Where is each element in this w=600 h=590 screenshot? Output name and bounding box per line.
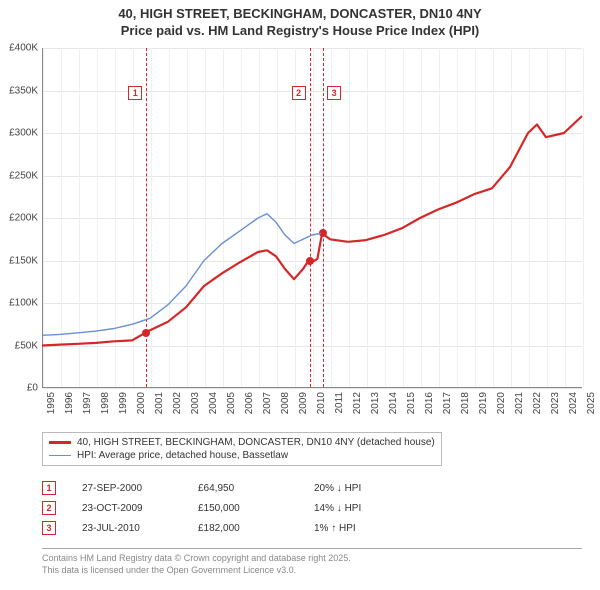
chart-lines-svg	[42, 48, 582, 388]
x-axis-tick-label: 2025	[586, 392, 597, 414]
x-axis-tick-label: 2001	[154, 392, 165, 414]
x-axis-tick-label: 2008	[280, 392, 291, 414]
event-badge: 1	[42, 481, 56, 495]
x-axis-tick-label: 2021	[514, 392, 525, 414]
x-axis-tick-label: 2007	[262, 392, 273, 414]
event-date: 23-JUL-2010	[82, 523, 172, 534]
x-axis-tick-label: 1996	[64, 392, 75, 414]
x-axis-tick-label: 2019	[478, 392, 489, 414]
gridline-horizontal	[43, 388, 582, 389]
x-axis-tick-label: 2020	[496, 392, 507, 414]
x-axis-tick-label: 2011	[334, 392, 345, 414]
x-axis-tick-label: 1997	[82, 392, 93, 414]
title-line1: 40, HIGH STREET, BECKINGHAM, DONCASTER, …	[0, 6, 600, 23]
x-axis-tick-label: 2018	[460, 392, 471, 414]
event-delta: 20% ↓ HPI	[314, 483, 394, 494]
y-axis-tick-label: £50K	[15, 340, 38, 351]
event-date: 27-SEP-2000	[82, 483, 172, 494]
events-table: 1 27-SEP-2000 £64,950 20% ↓ HPI 2 23-OCT-2009…	[42, 478, 394, 538]
event-price: £64,950	[198, 483, 288, 494]
x-axis-tick-label: 2000	[136, 392, 147, 414]
legend-box: 40, HIGH STREET, BECKINGHAM, DONCASTER, …	[42, 432, 442, 466]
x-axis-tick-label: 2022	[532, 392, 543, 414]
x-axis-tick-label: 2003	[190, 392, 201, 414]
y-axis-tick-label: £300K	[9, 128, 38, 139]
legend-item: 40, HIGH STREET, BECKINGHAM, DONCASTER, …	[49, 436, 435, 449]
event-price: £150,000	[198, 503, 288, 514]
y-axis-tick-label: £400K	[9, 43, 38, 54]
x-axis-tick-label: 1999	[118, 392, 129, 414]
x-axis-tick-label: 2012	[352, 392, 363, 414]
x-axis-tick-label: 2016	[424, 392, 435, 414]
series-line-hpi	[42, 214, 321, 335]
event-table-row: 3 23-JUL-2010 £182,000 1% ↑ HPI	[42, 518, 394, 538]
title-line2: Price paid vs. HM Land Registry's House …	[0, 23, 600, 40]
x-axis-tick-label: 1998	[100, 392, 111, 414]
event-price: £182,000	[198, 523, 288, 534]
chart-plot-area: 123	[42, 48, 582, 388]
event-table-row: 2 23-OCT-2009 £150,000 14% ↓ HPI	[42, 498, 394, 518]
event-badge: 3	[42, 521, 56, 535]
x-axis-tick-label: 2005	[226, 392, 237, 414]
attribution-text: Contains HM Land Registry data © Crown c…	[42, 548, 582, 576]
legend-label: 40, HIGH STREET, BECKINGHAM, DONCASTER, …	[77, 437, 435, 448]
y-axis-tick-label: £350K	[9, 85, 38, 96]
x-axis-tick-label: 2010	[316, 392, 327, 414]
x-axis-tick-label: 2017	[442, 392, 453, 414]
x-axis-tick-label: 1995	[46, 392, 57, 414]
y-axis-tick-label: £100K	[9, 298, 38, 309]
legend-label: HPI: Average price, detached house, Bass…	[77, 450, 288, 461]
x-axis-tick-label: 2015	[406, 392, 417, 414]
event-delta: 1% ↑ HPI	[314, 523, 394, 534]
legend-swatch	[49, 455, 71, 456]
y-axis-tick-label: £0	[27, 383, 38, 394]
y-axis-tick-label: £250K	[9, 170, 38, 181]
gridline-vertical	[583, 48, 584, 387]
series-line-property	[42, 116, 582, 346]
x-axis-tick-label: 2023	[550, 392, 561, 414]
event-delta: 14% ↓ HPI	[314, 503, 394, 514]
y-axis-tick-label: £150K	[9, 255, 38, 266]
x-axis-tick-label: 2024	[568, 392, 579, 414]
y-axis-tick-label: £200K	[9, 213, 38, 224]
x-axis-tick-label: 2004	[208, 392, 219, 414]
event-date: 23-OCT-2009	[82, 503, 172, 514]
x-axis-tick-label: 2006	[244, 392, 255, 414]
attribution-line1: Contains HM Land Registry data © Crown c…	[42, 553, 582, 565]
x-axis-tick-label: 2014	[388, 392, 399, 414]
x-axis-tick-label: 2009	[298, 392, 309, 414]
event-table-row: 1 27-SEP-2000 £64,950 20% ↓ HPI	[42, 478, 394, 498]
legend-swatch	[49, 441, 71, 443]
attribution-line2: This data is licensed under the Open Gov…	[42, 565, 582, 577]
legend-item: HPI: Average price, detached house, Bass…	[49, 449, 435, 462]
chart-title: 40, HIGH STREET, BECKINGHAM, DONCASTER, …	[0, 0, 600, 40]
event-badge: 2	[42, 501, 56, 515]
x-axis-tick-label: 2002	[172, 392, 183, 414]
x-axis-tick-label: 2013	[370, 392, 381, 414]
